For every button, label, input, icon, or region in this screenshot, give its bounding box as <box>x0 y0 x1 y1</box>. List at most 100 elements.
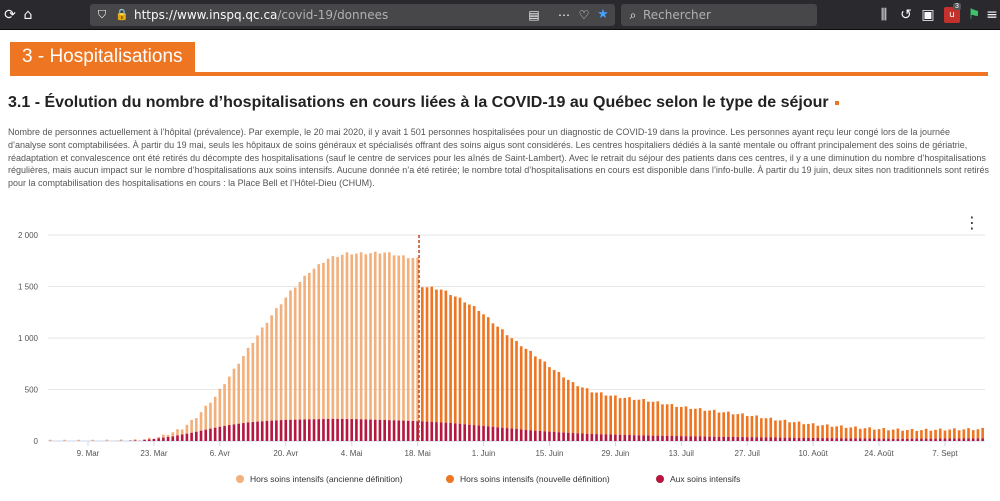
bar-soins-intensifs[interactable] <box>957 438 961 441</box>
bar-soins-intensifs[interactable] <box>515 428 518 441</box>
bar-hors-soins[interactable] <box>289 290 292 420</box>
bar-hors-soins[interactable] <box>430 286 434 422</box>
bar-soins-intensifs[interactable] <box>529 430 532 441</box>
bar-hors-soins[interactable] <box>905 430 909 439</box>
bar-soins-intensifs[interactable] <box>317 419 321 441</box>
bar-hors-soins[interactable] <box>891 429 895 439</box>
bar-soins-intensifs[interactable] <box>887 438 890 441</box>
bar-soins-intensifs[interactable] <box>505 428 509 441</box>
bar-hors-soins[interactable] <box>571 382 575 434</box>
bar-soins-intensifs[interactable] <box>618 434 622 441</box>
bar-soins-intensifs[interactable] <box>877 438 881 441</box>
bar-hors-soins[interactable] <box>317 264 321 420</box>
bar-hors-soins[interactable] <box>901 430 904 439</box>
bar-hors-soins[interactable] <box>209 402 212 429</box>
search-bar[interactable]: ⌕ Rechercher <box>621 4 817 26</box>
bar-hors-soins[interactable] <box>425 287 429 422</box>
legend-item-label[interactable]: Hors soins intensifs (ancienne définitio… <box>250 474 403 484</box>
bar-hors-soins[interactable] <box>778 420 782 438</box>
bar-hors-soins[interactable] <box>835 426 838 439</box>
bar-soins-intensifs[interactable] <box>519 429 523 441</box>
bar-soins-intensifs[interactable] <box>430 421 434 441</box>
bar-soins-intensifs[interactable] <box>849 438 853 441</box>
bar-hors-soins[interactable] <box>816 425 820 439</box>
ublock-icon[interactable]: u <box>944 7 960 23</box>
bar-hors-soins[interactable] <box>849 427 853 439</box>
bar-soins-intensifs[interactable] <box>557 432 561 441</box>
bar-hors-soins[interactable] <box>162 434 165 438</box>
bar-hors-soins[interactable] <box>694 408 697 437</box>
bar-soins-intensifs[interactable] <box>576 433 580 441</box>
bar-soins-intensifs[interactable] <box>755 437 758 441</box>
bar-hors-soins[interactable] <box>157 436 160 439</box>
bar-soins-intensifs[interactable] <box>788 437 791 441</box>
bar-hors-soins[interactable] <box>77 439 80 441</box>
bar-soins-intensifs[interactable] <box>967 438 970 441</box>
bar-hors-soins[interactable] <box>275 308 278 421</box>
bar-hors-soins[interactable] <box>769 417 773 438</box>
bar-hors-soins[interactable] <box>924 428 928 439</box>
bar-soins-intensifs[interactable] <box>769 437 773 441</box>
bar-hors-soins[interactable] <box>350 254 354 420</box>
bar-hors-soins[interactable] <box>854 426 857 439</box>
bar-hors-soins[interactable] <box>336 256 339 419</box>
bar-hors-soins[interactable] <box>256 335 259 422</box>
bar-soins-intensifs[interactable] <box>807 437 810 441</box>
bar-soins-intensifs[interactable] <box>840 438 843 441</box>
bar-hors-soins[interactable] <box>308 272 311 420</box>
bar-hors-soins[interactable] <box>689 408 693 437</box>
library-icon[interactable]: ⫼ <box>880 7 888 23</box>
bar-soins-intensifs[interactable] <box>373 419 377 441</box>
bar-soins-intensifs[interactable] <box>350 419 354 441</box>
bar-soins-intensifs[interactable] <box>976 438 980 441</box>
bar-hors-soins[interactable] <box>967 428 970 439</box>
bar-soins-intensifs[interactable] <box>698 436 702 441</box>
bar-hors-soins[interactable] <box>260 327 264 422</box>
bar-hors-soins[interactable] <box>863 428 867 439</box>
bar-hors-soins[interactable] <box>406 258 410 421</box>
bar-hors-soins[interactable] <box>383 252 386 420</box>
bar-hors-soins[interactable] <box>736 414 740 438</box>
bar-soins-intensifs[interactable] <box>534 430 537 441</box>
bar-soins-intensifs[interactable] <box>891 438 895 441</box>
bar-hors-soins[interactable] <box>133 439 137 441</box>
bar-hors-soins[interactable] <box>618 398 622 435</box>
bar-soins-intensifs[interactable] <box>133 440 137 441</box>
bar-hors-soins[interactable] <box>91 439 95 441</box>
bar-soins-intensifs[interactable] <box>227 425 231 441</box>
bar-hors-soins[interactable] <box>788 422 791 438</box>
bar-hors-soins[interactable] <box>628 397 631 436</box>
bar-hors-soins[interactable] <box>279 304 283 421</box>
bar-soins-intensifs[interactable] <box>712 436 716 441</box>
bar-hors-soins[interactable] <box>797 421 801 438</box>
bar-hors-soins[interactable] <box>223 384 226 426</box>
synced-tabs-icon[interactable]: ▣ <box>921 7 935 23</box>
history-icon[interactable]: ↺ <box>900 7 912 23</box>
bar-hors-soins[interactable] <box>755 415 758 438</box>
bar-hors-soins[interactable] <box>877 429 881 439</box>
bar-soins-intensifs[interactable] <box>590 433 594 441</box>
bar-hors-soins[interactable] <box>679 407 683 437</box>
bar-soins-intensifs[interactable] <box>792 437 796 441</box>
bar-soins-intensifs[interactable] <box>397 420 401 441</box>
bar-hors-soins[interactable] <box>392 255 396 421</box>
bar-soins-intensifs[interactable] <box>778 437 782 441</box>
page-actions-icon[interactable]: ⋯ <box>558 8 570 22</box>
bar-soins-intensifs[interactable] <box>491 426 495 441</box>
bar-soins-intensifs[interactable] <box>378 419 382 441</box>
bookmark-star-icon[interactable]: ★ <box>597 7 609 22</box>
bar-hors-soins[interactable] <box>468 304 471 425</box>
bar-soins-intensifs[interactable] <box>308 419 311 441</box>
bar-hors-soins[interactable] <box>176 429 179 436</box>
bar-hors-soins[interactable] <box>369 253 372 420</box>
bar-hors-soins[interactable] <box>195 418 198 432</box>
bar-soins-intensifs[interactable] <box>336 418 339 441</box>
bar-hors-soins[interactable] <box>727 411 730 437</box>
bar-hors-soins[interactable] <box>745 416 749 438</box>
bar-soins-intensifs[interactable] <box>411 421 415 441</box>
bar-hors-soins[interactable] <box>515 340 518 429</box>
bar-soins-intensifs[interactable] <box>345 419 349 441</box>
bar-hors-soins[interactable] <box>449 295 452 423</box>
bar-hors-soins[interactable] <box>943 430 947 439</box>
bar-hors-soins[interactable] <box>421 287 424 422</box>
